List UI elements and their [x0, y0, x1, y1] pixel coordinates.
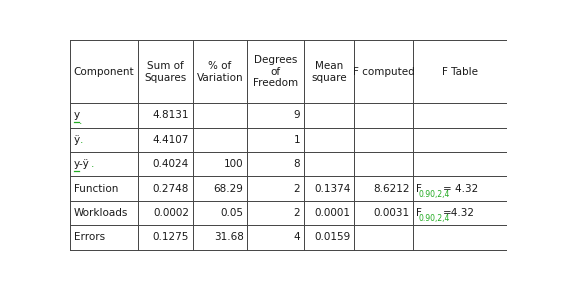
- Text: 0.1275: 0.1275: [153, 233, 189, 243]
- Text: 100: 100: [224, 159, 244, 169]
- Text: .: .: [79, 116, 82, 126]
- Text: 0.0001: 0.0001: [315, 208, 351, 218]
- Text: 8.6212: 8.6212: [373, 184, 409, 194]
- Text: 4: 4: [294, 233, 300, 243]
- Text: % of
Variation: % of Variation: [196, 61, 243, 83]
- Text: F Table: F Table: [442, 67, 478, 77]
- Text: 2: 2: [294, 208, 300, 218]
- Text: 0.90,2,4: 0.90,2,4: [418, 214, 450, 223]
- Text: Component: Component: [74, 67, 135, 77]
- Text: 0.0002: 0.0002: [153, 208, 189, 218]
- Text: 4.8131: 4.8131: [153, 110, 189, 121]
- Text: .: .: [79, 135, 83, 145]
- Text: 8: 8: [294, 159, 300, 169]
- Text: =4.32: =4.32: [443, 208, 475, 218]
- Text: F: F: [415, 208, 421, 218]
- Text: 0.4024: 0.4024: [153, 159, 189, 169]
- Text: .: .: [91, 159, 94, 169]
- Text: 4.4107: 4.4107: [153, 135, 189, 145]
- Text: F computed: F computed: [352, 67, 414, 77]
- Text: 31.68: 31.68: [214, 233, 244, 243]
- Text: y-ÿ: y-ÿ: [74, 159, 90, 169]
- Text: 68.29: 68.29: [214, 184, 244, 194]
- Text: Sum of
Squares: Sum of Squares: [144, 61, 186, 83]
- Text: y: y: [74, 110, 80, 121]
- Text: Workloads: Workloads: [74, 208, 128, 218]
- Text: F: F: [415, 184, 421, 194]
- Text: 0.05: 0.05: [221, 208, 244, 218]
- Text: Function: Function: [74, 184, 118, 194]
- Text: Degrees
of
Freedom: Degrees of Freedom: [253, 55, 298, 89]
- Text: = 4.32: = 4.32: [443, 184, 478, 194]
- Text: 0.2748: 0.2748: [153, 184, 189, 194]
- Text: Mean
square: Mean square: [311, 61, 347, 83]
- Text: 1: 1: [294, 135, 300, 145]
- Text: 0.0159: 0.0159: [314, 233, 351, 243]
- Text: 9: 9: [294, 110, 300, 121]
- Text: Errors: Errors: [74, 233, 105, 243]
- Text: 0.0031: 0.0031: [373, 208, 409, 218]
- Text: 0.90,2,4: 0.90,2,4: [418, 190, 450, 199]
- Text: 2: 2: [294, 184, 300, 194]
- Text: 0.1374: 0.1374: [314, 184, 351, 194]
- Text: ÿ: ÿ: [74, 135, 80, 145]
